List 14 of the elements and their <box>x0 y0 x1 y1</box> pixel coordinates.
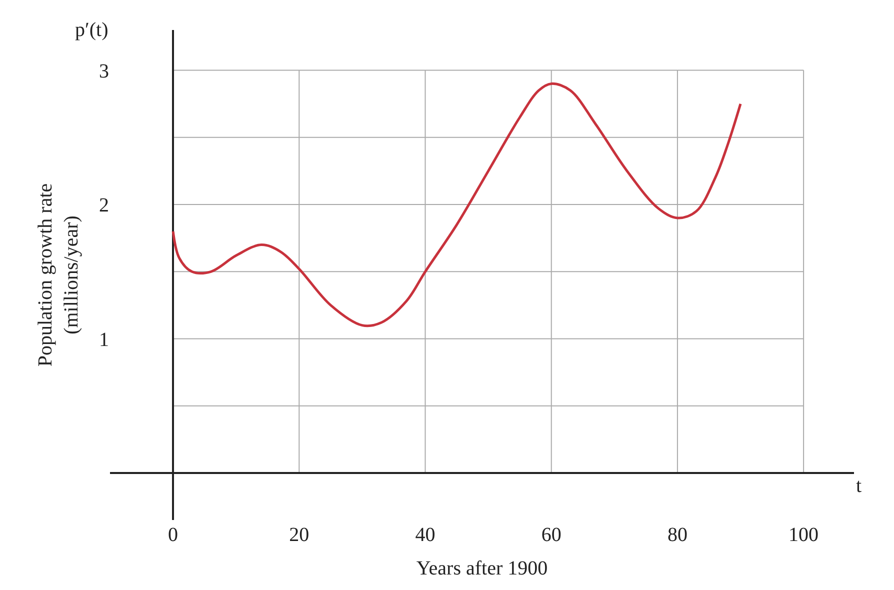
y-tick-label: 1 <box>99 328 109 351</box>
x-tick-label: 40 <box>415 524 436 546</box>
x-tick-label: 80 <box>667 524 688 546</box>
x-axis-title: Years after 1900 <box>416 558 548 580</box>
y-tick-label: 2 <box>99 194 109 217</box>
line-series <box>172 82 742 327</box>
x-tick-label: 0 <box>168 524 178 546</box>
text: p′(t) <box>75 19 108 41</box>
x-tick-label: 20 <box>289 524 310 546</box>
y-axis-title: Population growth rate (millions/year) <box>34 183 82 367</box>
x-tick-label: 100 <box>788 524 819 546</box>
text: t <box>856 475 862 497</box>
x-tick-label: 60 <box>541 524 562 546</box>
y-tick-label: 3 <box>99 60 109 82</box>
